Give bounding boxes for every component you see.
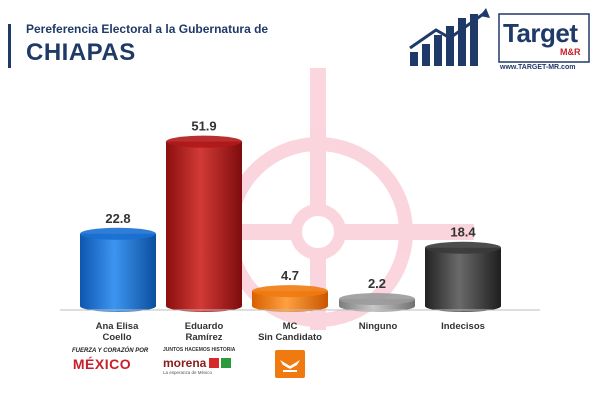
fuerza-y-corazon-por-mexico-logo: FUERZA Y CORAZÓN POR MÉXICO bbox=[72, 348, 149, 384]
bar-body-eduardo-ramirez bbox=[166, 141, 242, 312]
fuerza-logo-top-text: FUERZA Y CORAZÓN POR bbox=[72, 348, 149, 354]
x-tick-label-ana-elisa-coello: Ana Elisa Coello bbox=[95, 321, 139, 343]
brand-url: www.TARGET-MR.com bbox=[500, 64, 576, 71]
fuerza-logo-main-text: MÉXICO bbox=[72, 356, 132, 372]
morena-logo-top-text: JUNTOS HACEMOS HISTORIA bbox=[163, 347, 236, 353]
x-tick-label-indecisos: Indecisos bbox=[441, 321, 485, 332]
bar-top-ana-elisa-coello bbox=[80, 227, 156, 240]
bar-top-eduardo-ramirez bbox=[166, 135, 242, 148]
bar-chart-logo-icon bbox=[409, 8, 590, 66]
target-logo-suffix: M&R bbox=[560, 47, 581, 57]
bar-body-mc-sin-candidato bbox=[252, 291, 328, 312]
eagle-icon bbox=[280, 360, 300, 372]
data-label-mc-sin-candidato: 4.7 bbox=[281, 268, 299, 283]
target-logo: Target M&R bbox=[406, 8, 596, 78]
x-tick-label-eduardo-ramirez: Eduardo Ramírez bbox=[184, 321, 224, 343]
bar-body-indecisos bbox=[425, 247, 501, 312]
target-logo-part1: Tar bbox=[503, 18, 541, 48]
bar-group bbox=[80, 135, 501, 312]
movimiento-ciudadano-logo bbox=[275, 350, 305, 378]
morena-logo-main-text: morena bbox=[163, 356, 207, 370]
x-tick-label-mc-sin-candidato: MC Sin Candidato bbox=[258, 321, 322, 343]
chart-title: CHIAPAS bbox=[26, 39, 136, 66]
header-accent-bar bbox=[8, 24, 11, 68]
bar-indecisos bbox=[425, 241, 501, 312]
bar-top-mc-sin-candidato bbox=[252, 285, 328, 298]
bar-top-ninguno bbox=[339, 293, 415, 306]
morena-logo-sub-text: La esperanza de México bbox=[163, 370, 213, 375]
bar-body-ana-elisa-coello bbox=[80, 233, 156, 312]
data-label-group: 22.8 51.9 4.7 2.2 18.4 bbox=[105, 119, 476, 291]
bar-ninguno bbox=[339, 293, 415, 312]
data-label-indecisos: 18.4 bbox=[450, 225, 476, 240]
chart-subtitle: Pereferencia Electoral a la Gubernatura … bbox=[26, 22, 269, 36]
crosshair-watermark bbox=[180, 68, 474, 330]
morena-coalition-logo: JUNTOS HACEMOS HISTORIA morena La espera… bbox=[163, 347, 235, 385]
bar-eduardo-ramirez bbox=[166, 135, 242, 312]
data-label-ana-elisa-coello: 22.8 bbox=[105, 211, 130, 226]
pvem-logo-icon bbox=[221, 358, 232, 368]
bar-top-indecisos bbox=[425, 241, 501, 254]
target-logo-part2: get bbox=[540, 18, 578, 48]
pt-logo-icon bbox=[209, 358, 220, 368]
bar-ana-elisa-coello bbox=[80, 227, 156, 312]
bar-mc-sin-candidato bbox=[252, 285, 328, 312]
data-label-ninguno: 2.2 bbox=[368, 276, 386, 291]
target-logo-wordmark: Target bbox=[503, 18, 578, 49]
x-tick-label-ninguno: Ninguno bbox=[358, 321, 398, 332]
data-label-eduardo-ramirez: 51.9 bbox=[191, 119, 216, 134]
